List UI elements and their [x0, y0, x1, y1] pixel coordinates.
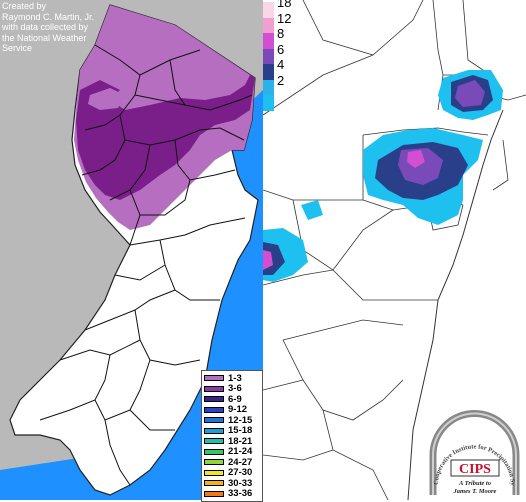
scale-swatch [263, 64, 274, 80]
legend-row: 27-30 [204, 467, 262, 479]
legend-swatch [204, 438, 224, 445]
legend-row: 30-33 [204, 478, 262, 489]
legend-swatch [204, 427, 224, 434]
scale-swatch [263, 95, 274, 111]
scale-swatch [263, 17, 274, 33]
legend-row: 1-3 [204, 373, 262, 384]
legend-label: 12-15 [228, 414, 253, 426]
credit-line: Created by [2, 1, 47, 11]
legend-swatch [204, 375, 224, 382]
legend-swatch [204, 396, 224, 403]
legend-label: 6-9 [228, 393, 242, 405]
credit-line: Raymond C. Martin, Jr. [2, 11, 95, 22]
nj-snowfall-map: Created by Raymond C. Martin, Jr. with d… [0, 0, 263, 502]
legend-row: 6-9 [204, 394, 262, 405]
tribute-line-1: A Tribute to [458, 480, 492, 487]
scale-swatch [263, 79, 274, 95]
legend-row: 21-24 [204, 446, 262, 458]
legend-label: 3-6 [228, 383, 242, 395]
legend-row: 24-27 [204, 457, 262, 468]
snow-area-1-3-patch [88, 88, 125, 110]
legend-row: 18-21 [204, 436, 262, 447]
arch-highlight-icon [432, 412, 517, 495]
credit-text: Created by Raymond C. Martin, Jr. with d… [2, 1, 127, 54]
scale-row: 8 [263, 26, 303, 49]
cips-acronym: CIPS [459, 462, 491, 477]
legend-swatch [204, 459, 224, 466]
snow-contour-6-ny-ct [455, 80, 485, 107]
legend-row: 33-36 [204, 488, 262, 500]
legend-label: 27-30 [228, 467, 253, 479]
scale-label: 12 [277, 10, 292, 26]
legend-label: 24-27 [228, 456, 253, 468]
tribute-line-2: James T. Moore [453, 488, 497, 495]
legend-label: 9-12 [228, 404, 248, 416]
scale-swatch [263, 2, 274, 18]
coastline [407, 109, 504, 500]
legend-label: 30-33 [228, 477, 253, 489]
credit-line: the National Weather [2, 32, 87, 43]
scale-swatch [263, 48, 274, 64]
scale-row: 4 [263, 57, 303, 80]
scale-label: 4 [277, 57, 285, 72]
legend-row: 12-15 [204, 415, 262, 426]
legend-swatch [204, 385, 224, 392]
legend-swatch [204, 448, 224, 455]
snow-contour-8-pa [407, 150, 425, 168]
legend-row: 15-18 [204, 425, 262, 437]
scale-label: 18 [277, 0, 292, 10]
legend-row: 3-6 [204, 383, 262, 395]
scale-label: 2 [277, 72, 285, 88]
northeast-map-svg [263, 0, 526, 500]
legend-swatch [204, 490, 224, 497]
legend-swatch [204, 417, 224, 424]
snow-scale-legend: 18 12 8 6 4 2 [263, 0, 303, 111]
snow-contour-2-ohio [301, 200, 323, 220]
northeast-snowfall-map [263, 0, 526, 500]
snow-contour-8-west [263, 250, 273, 270]
cips-box [450, 459, 500, 477]
legend-label: 1-3 [228, 372, 242, 384]
legend-label: 33-36 [228, 488, 253, 500]
scale-label: 6 [277, 41, 285, 57]
scale-row: 2 [263, 73, 303, 95]
legend-row: 9-12 [204, 404, 262, 416]
legend-swatch [204, 469, 224, 476]
credit-line: Service [2, 43, 33, 53]
legend-label: 21-24 [228, 446, 253, 458]
cips-logo: Cooperative Institute for Precipitation … [423, 400, 526, 500]
legend-label: 15-18 [228, 425, 253, 437]
legend-swatch [204, 480, 224, 487]
scale-swatch [263, 33, 274, 49]
legend-swatch [204, 406, 224, 413]
nj-map-svg [0, 0, 263, 500]
nj-snowfall-legend: 1-3 3-6 6-9 9-12 12-15 15-18 18-21 21-24 24-27 27… [201, 370, 263, 502]
pennsylvania-land [0, 0, 115, 345]
scale-row: 6 [263, 42, 303, 64]
ocean-area [413, 110, 526, 500]
scale-row: 18 [263, 0, 303, 18]
scale-row: 12 [263, 11, 303, 33]
legend-label: 18-21 [228, 435, 253, 447]
scale-row [263, 95, 303, 111]
county-borders [39, 44, 253, 486]
cips-logo-graphic: Cooperative Institute for Precipitation … [423, 400, 520, 495]
scale-label: 8 [277, 26, 285, 41]
snow-area-3-6 [76, 5, 255, 200]
credit-line: with data collected by [2, 22, 89, 32]
